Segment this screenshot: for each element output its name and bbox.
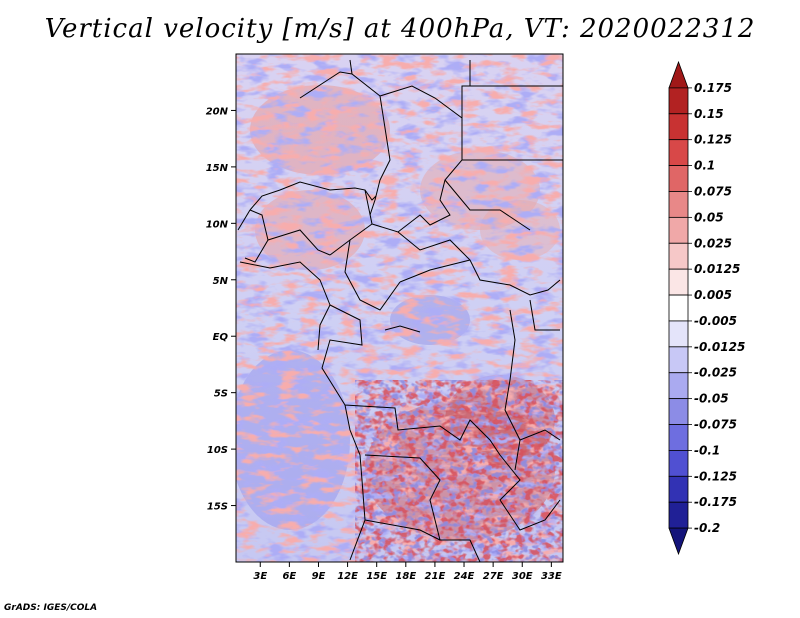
colorbar-swatch [668,294,689,322]
y-tick-label: 5S [214,389,228,400]
y-tick-label: 10S [207,445,228,456]
colorbar-swatch [668,113,689,141]
x-tick-label: 21E [425,571,446,582]
colorbar-label: 0.025 [694,236,732,250]
colorbar-swatch [668,242,689,270]
colorbar-bottom-triangle [668,527,689,556]
x-tick-label: 3E [253,571,267,582]
colorbar-swatch [668,87,689,115]
colorbar-swatch [668,268,689,296]
colorbar-swatch [668,216,689,244]
grads-credit: GrADS: IGES/COLA [4,603,98,613]
colorbar-label: -0.125 [694,469,737,483]
y-tick-label: 15S [207,502,228,513]
field [236,54,563,562]
colorbar-swatch [668,424,689,451]
colorbar-swatch [668,139,689,166]
colorbar-swatch [668,501,689,529]
x-tick-label: 18E [395,571,416,582]
x-tick-label: 12E [337,571,358,582]
colorbar-label: -0.05 [694,392,729,406]
colorbar-top-triangle [668,60,689,89]
colorbar-label: -0.2 [694,521,720,535]
colorbar-label: -0.1 [694,443,720,457]
colorbar-label: 0.175 [694,81,732,95]
map-borders [237,59,563,562]
colorbar-swatch [668,372,689,400]
y-tick-label: 20N [206,106,229,117]
x-tick-label: 33E [541,571,562,582]
x-tick-label: 27E [483,571,504,582]
colorbar-swatch [668,450,689,477]
colorbar-swatch [668,165,689,192]
x-tick-label: 9E [312,571,326,582]
colorbar-swatch [668,191,689,218]
x-tick-label: 24E [454,571,475,582]
colorbar-label: -0.005 [694,314,737,328]
colorbar-swatch [668,475,689,503]
x-tick-label: 30E [512,571,533,582]
plot-frame [235,53,564,563]
y-tick-label: EQ [213,332,229,343]
chart-title: Vertical velocity [m/s] at 400hPa, VT: 2… [44,14,756,44]
x-tick-label: 15E [366,571,387,582]
y-axis: 20N 15N 10N 5N EQ 5S 10S 15S [206,106,236,513]
colorbar-label: 0.005 [694,288,732,302]
colorbar-label: -0.025 [694,366,737,380]
colorbar-label: 0.075 [694,184,732,198]
colorbar-swatch [668,346,689,374]
colorbar-swatch [668,398,689,425]
colorbar-label: -0.175 [694,495,737,509]
x-tick-label: 6E [282,571,296,582]
colorbar-label: 0.05 [694,210,724,224]
y-tick-label: 15N [206,163,229,174]
colorbar-label: -0.0125 [694,340,745,354]
colorbar: 0.175 0.15 0.125 0.1 0.075 0.05 0.025 0.0125 0.0… [668,60,745,556]
y-tick-label: 10N [206,219,229,230]
colorbar-label: 0.0125 [694,262,740,276]
colorbar-label: 0.1 [694,159,715,173]
colorbar-label: 0.15 [694,107,724,121]
colorbar-label: 0.125 [694,133,732,147]
y-tick-label: 5N [213,276,229,287]
x-axis: 3E 6E 9E 12E 15E 18E 21E 24E 27E 30E 33E [253,562,562,582]
colorbar-label: -0.075 [694,418,737,432]
colorbar-swatch [668,320,689,348]
